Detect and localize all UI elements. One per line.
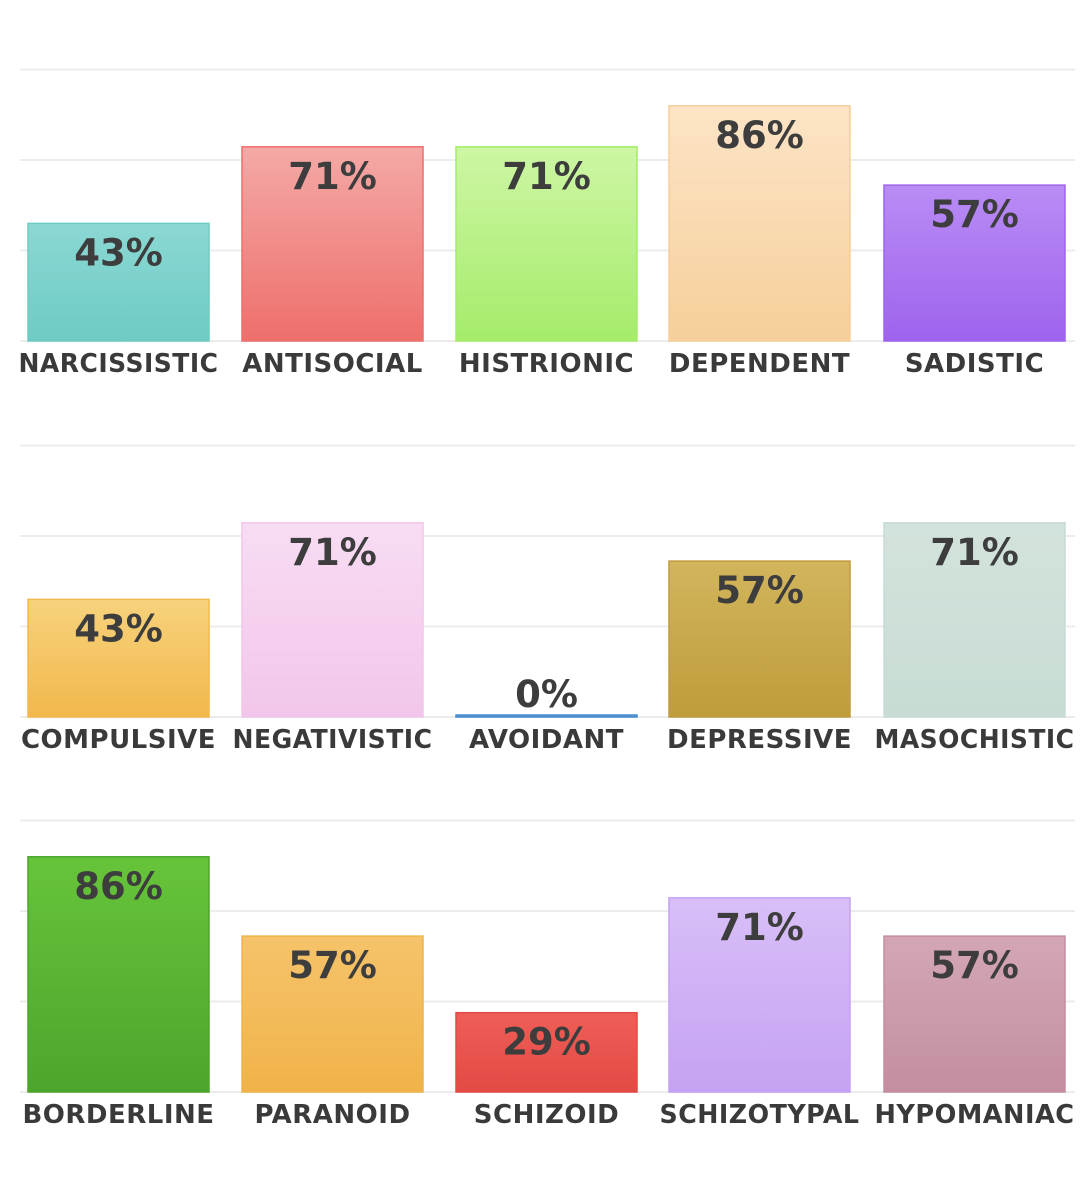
- bar-chart-1: 43% NARCISSISTIC 71% ANTISOCIAL 71% HISTRIONI…: [19, 68, 1075, 379]
- bar-chart-2: 43% COMPULSIVE 71% NEGATIVISTIC 0% AVOIDANT 57…: [20, 444, 1075, 755]
- value-label-antisocial: 71%: [288, 155, 377, 198]
- bar-compulsive: [27, 598, 210, 718]
- value-label-schizotypal: 71%: [715, 906, 804, 949]
- category-label-negativistic: NEGATIVISTIC: [233, 725, 433, 755]
- bar-chart-3: 86% BORDERLINE 57% PARANOID 29% SCHIZOID 71% SC…: [20, 819, 1075, 1130]
- value-label-sadistic: 57%: [930, 193, 1019, 236]
- category-label-avoidant: AVOIDANT: [469, 725, 624, 755]
- bar-hypomaniac: [883, 935, 1066, 1093]
- value-label-borderline: 86%: [74, 865, 163, 908]
- bar-negativistic: [241, 522, 424, 718]
- category-label-schizotypal: SCHIZOTYPAL: [660, 1100, 860, 1130]
- bar-paranoid: [241, 935, 424, 1093]
- category-label-paranoid: PARANOID: [254, 1100, 410, 1130]
- value-label-compulsive: 43%: [74, 607, 163, 650]
- category-label-histrionic: HISTRIONIC: [459, 349, 634, 379]
- category-label-borderline: BORDERLINE: [22, 1100, 214, 1130]
- value-label-negativistic: 71%: [288, 531, 377, 574]
- category-label-depressive: DEPRESSIVE: [667, 725, 852, 755]
- bar-histrionic: [455, 146, 638, 342]
- category-label-hypomaniac: HYPOMANIAC: [875, 1100, 1075, 1130]
- value-label-dependent: 86%: [715, 114, 804, 157]
- value-label-schizoid: 29%: [502, 1021, 591, 1064]
- value-label-histrionic: 71%: [502, 155, 591, 198]
- bar-masochistic: [883, 522, 1066, 718]
- bar-dependent: [668, 105, 851, 342]
- bar-narcissistic: [27, 222, 210, 342]
- value-label-narcissistic: 43%: [74, 231, 163, 274]
- bar-sadistic: [883, 184, 1066, 342]
- category-label-dependent: DEPENDENT: [669, 349, 850, 379]
- category-label-masochistic: MASOCHISTIC: [875, 725, 1075, 755]
- value-label-avoidant: 0%: [515, 673, 578, 716]
- value-label-hypomaniac: 57%: [930, 944, 1019, 987]
- category-label-compulsive: COMPULSIVE: [21, 725, 216, 755]
- bar-borderline: [27, 856, 210, 1093]
- value-label-paranoid: 57%: [288, 944, 377, 987]
- value-label-depressive: 57%: [715, 569, 804, 612]
- category-label-schizoid: SCHIZOID: [474, 1100, 619, 1130]
- value-label-masochistic: 71%: [930, 531, 1019, 574]
- bar-antisocial: [241, 146, 424, 342]
- bar-schizoid: [455, 1011, 638, 1093]
- bar-depressive: [668, 560, 851, 718]
- bar-schizotypal: [668, 897, 851, 1093]
- category-label-sadistic: SADISTIC: [905, 349, 1044, 379]
- category-label-antisocial: ANTISOCIAL: [242, 349, 423, 379]
- bar-avoidant: [455, 714, 638, 718]
- category-label-narcissistic: NARCISSISTIC: [19, 349, 219, 379]
